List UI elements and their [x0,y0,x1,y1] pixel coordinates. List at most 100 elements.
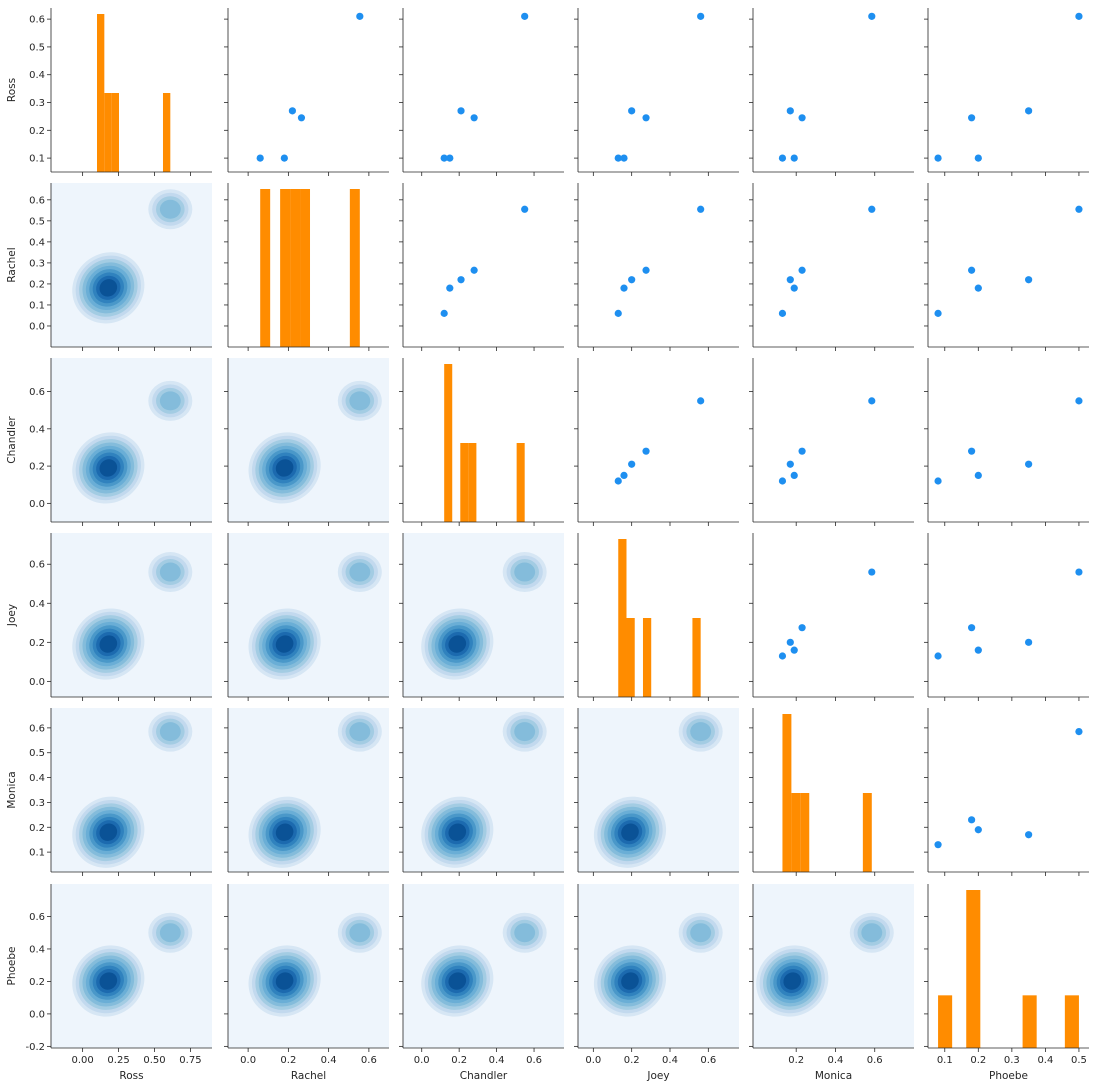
panel-ross-vs-rachel [224,8,389,176]
histogram-bar [626,618,635,697]
panel-phoebe-vs-phoebe: 0.1 0.2 0.3 0.4 0.5 Phoebe [924,884,1089,1082]
x-tick-label: 0.2 [451,1055,467,1066]
histogram-bar [862,793,872,872]
scatter-point [974,826,982,834]
scatter-point [628,107,636,115]
scatter-point [1025,276,1033,284]
scatter-point [868,12,876,20]
histogram-bar [162,93,171,172]
panel-ross-vs-joey [574,8,739,176]
scatter-point [256,154,264,162]
x-tick-label: 0.6 [361,1055,377,1066]
kde-contour [159,562,181,582]
histogram-bar [280,189,291,347]
kde-contour [275,972,294,990]
histogram-bar [516,443,525,522]
scatter-point [642,114,650,122]
kde-contour [159,391,181,411]
kde-contour [621,823,639,841]
kde-contour [621,972,639,990]
kde-contour [349,562,371,582]
histogram-bar [111,93,119,172]
x-tick-label: 0.3 [1004,1055,1020,1066]
scatter-point [1025,831,1033,839]
panel-phoebe-vs-chandler: 0.0 0.2 0.4 0.6 Chandler [399,884,564,1082]
panel-monica-vs-chandler [399,708,564,876]
panel-monica-vs-joey [574,708,739,876]
scatter-point [798,447,806,455]
scatter-point [1075,397,1083,405]
scatter-point [446,154,454,162]
scatter-point [934,477,942,485]
kde-contour [448,823,467,841]
panel-phoebe-vs-rachel: 0.0 0.2 0.4 0.6 Rachel [224,884,389,1082]
scatter-point [968,816,976,824]
scatter-point [786,276,794,284]
panel-joey-vs-phoebe [924,533,1089,701]
y-tick-label: 0.2 [29,279,45,290]
kde-contour [159,722,181,742]
y-tick-label: 0.4 [29,773,45,784]
panel-monica-vs-ross: 0.1 0.2 0.3 0.4 0.5 0.6 Monica [6,708,212,876]
scatter-point [974,471,982,480]
scatter-point [868,568,876,576]
histogram-bar [468,443,477,522]
panel-phoebe-vs-joey: 0.0 0.2 0.4 0.6 Joey [574,884,739,1082]
y-tick-label: 0.1 [29,154,45,165]
histogram-bar [642,618,652,697]
panel-ross-vs-ross: 0.1 0.2 0.3 0.4 0.5 0.6 Ross [6,8,212,176]
scatter-point [974,154,982,162]
x-tick-label: 0.4 [321,1055,337,1066]
scatter-point [968,624,976,632]
panel-rachel-vs-ross: 0.0 0.1 0.2 0.3 0.4 0.5 0.6 Rachel [6,183,212,351]
panel-rachel-vs-chandler [399,183,564,351]
panel-ross-vs-monica [749,8,914,176]
scatter-point [968,447,976,455]
scatter-point [1025,107,1033,115]
y-tick-label: 0.2 [29,823,45,834]
scatter-point [297,114,306,122]
scatter-point [440,309,448,317]
x-tick-label: 0.1 [937,1055,953,1066]
scatter-point [868,205,876,213]
scatter-point [620,284,628,292]
y-axis-label-chandler: Chandler [6,416,18,464]
panel-monica-vs-rachel [224,708,389,876]
kde-contour [448,635,467,653]
scatter-point [974,646,982,654]
y-tick-label: 0.3 [29,258,45,269]
kde-background [51,533,212,697]
scatter-point [620,154,628,162]
kde-contour [861,923,883,943]
histogram-bar [966,890,981,1048]
kde-contour [448,972,467,990]
histogram-bar [104,93,112,172]
y-axis-label-joey: Joey [6,604,18,627]
kde-contour [349,391,371,411]
y-tick-label: 0.4 [29,424,45,435]
y-tick-label: 0.1 [29,848,45,859]
histogram-bar [349,189,360,347]
x-axis-label-joey: Joey [646,1070,669,1082]
scatter-point [280,154,288,162]
kde-contour [159,199,181,219]
kde-contour [275,459,294,477]
y-tick-label: 0.3 [29,98,45,109]
y-tick-label: 0.3 [29,798,45,809]
scatter-point [470,266,478,274]
x-axis-label-rachel: Rachel [291,1070,326,1082]
panel-joey-vs-monica [749,533,914,701]
scatter-point [934,309,942,317]
scatter-point [798,624,806,632]
x-axis-label-phoebe: Phoebe [989,1070,1028,1082]
y-tick-label: 0.5 [29,42,45,53]
scatter-point [1075,205,1083,213]
kde-contour [514,562,536,582]
x-tick-label: 0.2 [970,1055,986,1066]
panel-chandler-vs-rachel [224,358,389,526]
panel-chandler-vs-ross: 0.0 0.2 0.4 0.6 Chandler [6,358,212,526]
scatter-point [697,205,705,213]
scatter-point [697,397,705,405]
scatter-point [614,309,622,317]
